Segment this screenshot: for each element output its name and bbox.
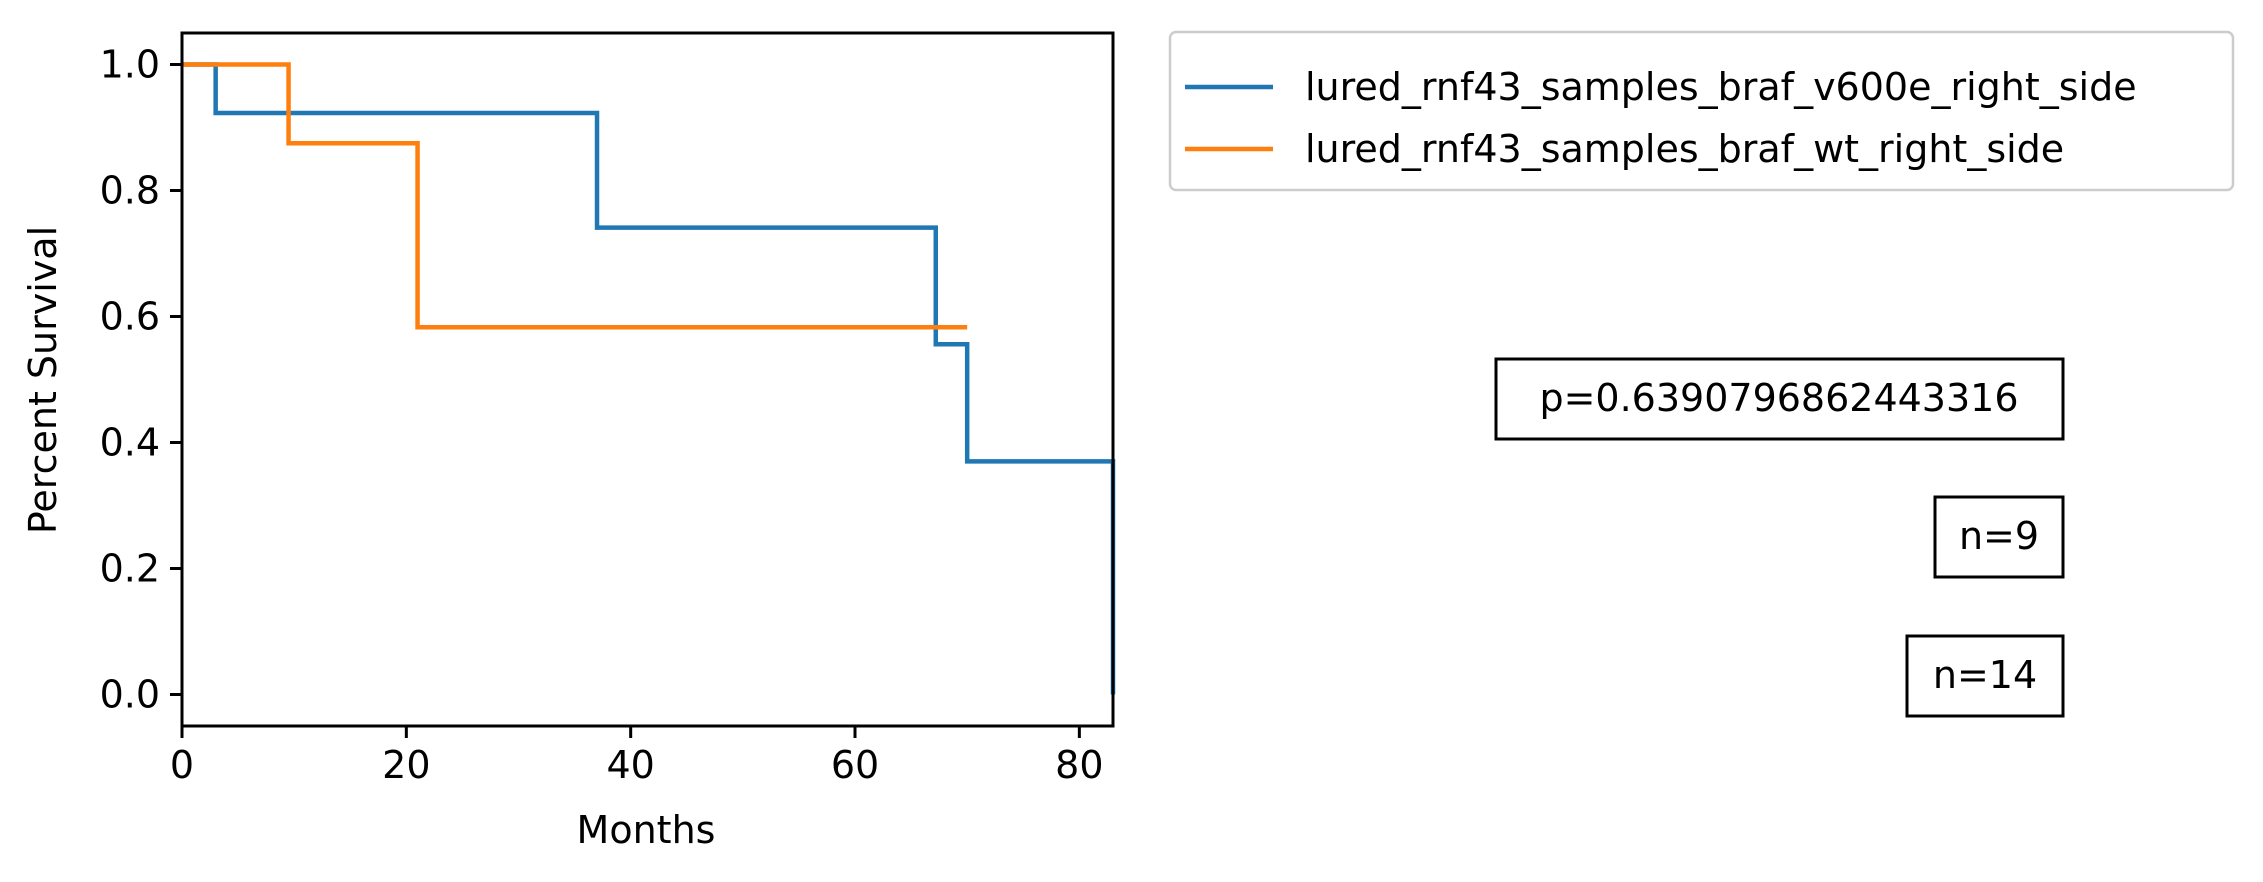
n-count-box-v600e: n=9 [1933,495,2065,579]
x-tick-label: 80 [1055,743,1103,787]
y-tick-label: 0.6 [100,295,160,339]
y-tick-label: 0.8 [100,169,160,213]
p-value-frame [1494,357,2065,441]
legend: lured_rnf43_samples_braf_v600e_right_sid… [1168,30,2235,192]
series-line-0 [182,62,1116,695]
n-count-text-wt: n=14 [1933,653,2037,697]
y-tick-label: 0.0 [100,673,160,717]
n-count-frame-wt [1905,634,2065,718]
y-axis: 0.0 0.2 0.4 0.6 0.8 1.0 [100,43,182,717]
legend-label-wt: lured_rnf43_samples_braf_wt_right_side [1305,127,2064,171]
y-tick-label: 0.2 [100,547,160,591]
x-tick-label: 60 [831,743,879,787]
n-count-text-v600e: n=9 [1959,514,2039,558]
n-count-box-wt: n=14 [1905,634,2065,718]
x-tick-label: 0 [170,743,194,787]
n-count-frame-v600e [1933,495,2065,579]
legend-frame [1168,30,2235,192]
y-tick-label: 1.0 [100,43,160,87]
x-axis-label: Months [577,808,716,852]
plot-area [180,31,1116,728]
series-line-1 [182,62,968,330]
p-value-box: p=0.6390796862443316 [1494,357,2065,441]
x-tick-label: 20 [382,743,430,787]
x-tick-label: 40 [606,743,654,787]
p-value-text: p=0.6390796862443316 [1539,376,2018,420]
y-axis-label: Percent Survival [21,226,65,534]
y-tick-label: 0.4 [100,421,160,465]
legend-label-v600e: lured_rnf43_samples_braf_v600e_right_sid… [1305,65,2137,109]
x-axis: 0 20 40 60 80 [170,726,1104,787]
plot-frame [180,31,1115,728]
